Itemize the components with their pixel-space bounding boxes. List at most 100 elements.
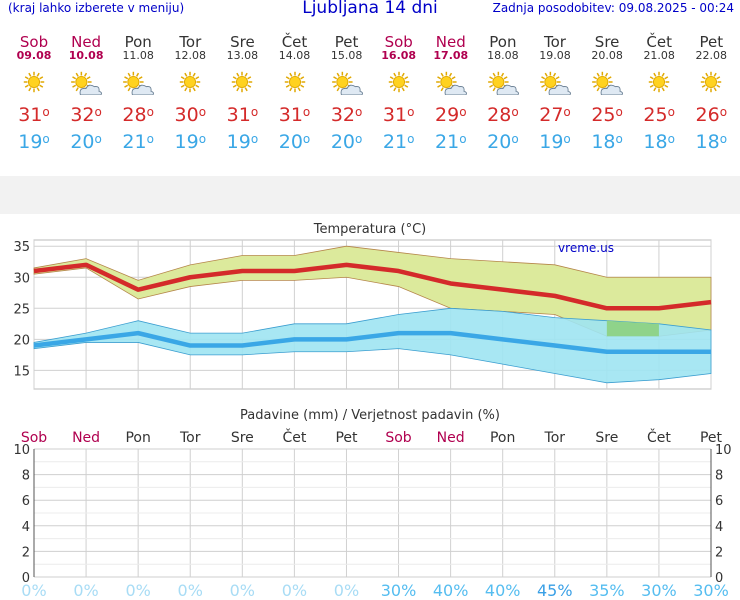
day-column: Pon 18.08 28o 20o — [477, 34, 529, 153]
y-tick-label-right: 4 — [715, 520, 723, 535]
y-tick-label-left: 6 — [22, 494, 30, 509]
sun-cloud-icon — [435, 71, 467, 95]
day-name: Sre — [594, 33, 620, 51]
precip-day-label: Sob — [21, 430, 47, 446]
day-name: Ned — [71, 33, 102, 51]
degree-sign: o — [42, 105, 50, 119]
precip-probability: 30% — [693, 581, 729, 600]
page-title: Ljubljana 14 dni — [302, 0, 438, 18]
day-column: Tor 19.08 27o 19o — [529, 34, 581, 153]
precip-probability: 35% — [589, 581, 625, 600]
y-tick-label: 25 — [13, 302, 30, 317]
max-temp: 31o — [226, 104, 259, 126]
y-tick-label: 30 — [13, 271, 30, 286]
degree-sign: o — [355, 132, 363, 146]
y-tick-label-left: 0 — [22, 571, 30, 586]
day-column: Ned 17.08 29o 21o — [425, 34, 477, 153]
degree-sign: o — [250, 132, 259, 146]
sun-cloud-icon — [123, 71, 155, 95]
precip-probability: 0% — [230, 581, 255, 600]
precip-day-label: Pon — [125, 430, 150, 446]
y-tick-label-left: 8 — [22, 469, 30, 484]
day-name: Tor — [544, 33, 566, 51]
max-temp: 29o — [435, 104, 467, 126]
y-tick-label: 20 — [13, 333, 30, 348]
degree-sign: o — [667, 132, 675, 146]
day-date: 16.08 — [381, 49, 417, 62]
sun-icon — [648, 71, 670, 93]
precip-day-label: Pet — [700, 430, 723, 446]
precipitation-chart: Padavine (mm) / Verjetnost padavin (%) So… — [13, 408, 731, 600]
sun-icon — [23, 71, 45, 93]
min-temp: 19o — [539, 131, 571, 153]
separator-band — [0, 176, 740, 214]
degree-sign: o — [719, 132, 728, 146]
precip-probability: 0% — [334, 581, 359, 600]
degree-sign: o — [719, 105, 728, 119]
min-temp: 20o — [278, 131, 311, 153]
min-temp: 21o — [382, 131, 415, 153]
degree-sign: o — [302, 132, 311, 146]
min-temp: 19o — [174, 131, 207, 153]
precip-day-label: Tor — [179, 430, 201, 446]
precip-probability: 0% — [125, 581, 150, 600]
y-tick-label-right: 2 — [715, 545, 723, 560]
day-date: 14.08 — [278, 49, 311, 62]
degree-sign: o — [459, 132, 467, 146]
degree-sign: o — [511, 132, 519, 146]
temp-range-overlap — [606, 320, 659, 337]
min-temp: 20o — [330, 131, 363, 153]
day-date: 15.08 — [330, 49, 363, 62]
day-name: Pet — [334, 33, 359, 51]
location-menu-hint[interactable]: (kraj lahko izberete v meniju) — [8, 1, 185, 15]
sun-cloud-icon — [71, 71, 103, 95]
max-temp: 31o — [382, 104, 415, 126]
day-date: 09.08 — [16, 49, 52, 62]
degree-sign: o — [94, 132, 102, 146]
max-temp: 31o — [278, 104, 311, 126]
day-name: Tor — [179, 33, 202, 51]
day-date: 22.08 — [695, 49, 728, 62]
degree-sign: o — [615, 105, 623, 119]
degree-sign: o — [459, 105, 467, 119]
max-temp: 27o — [539, 104, 571, 126]
day-column: Sob 09.08 31o 19o — [8, 34, 60, 153]
day-name: Pet — [699, 33, 724, 51]
max-temp: 25o — [643, 104, 675, 126]
day-date: 10.08 — [68, 49, 104, 62]
max-temp: 32o — [70, 104, 102, 126]
sun-icon — [388, 71, 409, 93]
day-name: Sob — [384, 33, 413, 51]
day-column: Sob 16.08 31o 21o — [373, 34, 425, 153]
degree-sign: o — [94, 105, 102, 119]
sun-icon — [701, 71, 722, 93]
precip-probability: 40% — [485, 581, 521, 600]
y-tick-label-right: 6 — [715, 494, 723, 509]
max-temp: 32o — [330, 104, 363, 126]
precip-probability: 30% — [641, 581, 677, 600]
y-tick-label: 35 — [13, 240, 30, 255]
min-temp: 19o — [226, 131, 259, 153]
day-date: 19.08 — [539, 49, 571, 62]
max-temp: 30o — [174, 104, 207, 126]
day-name: Pon — [124, 33, 152, 51]
day-name: Sob — [19, 33, 49, 51]
min-temp-range-band — [33, 307, 712, 384]
day-date: 11.08 — [122, 49, 154, 62]
y-tick-label-right: 8 — [715, 469, 723, 484]
precip-day-label: Ned — [437, 430, 465, 446]
degree-sign: o — [146, 132, 154, 146]
day-name: Sre — [230, 33, 255, 51]
sun-cloud-icon — [488, 71, 519, 95]
sun-icon — [180, 71, 201, 93]
degree-sign: o — [615, 132, 623, 146]
sun-cloud-icon — [592, 71, 624, 95]
precipitation-chart-title: Padavine (mm) / Verjetnost padavin (%) — [240, 408, 500, 423]
precip-day-label: Sob — [385, 430, 411, 446]
precip-probability: 0% — [21, 581, 46, 600]
day-date: 12.08 — [174, 49, 207, 62]
degree-sign: o — [563, 132, 571, 146]
max-temp: 26o — [695, 104, 728, 126]
y-tick-label: 15 — [13, 364, 30, 379]
day-date: 13.08 — [226, 49, 259, 62]
